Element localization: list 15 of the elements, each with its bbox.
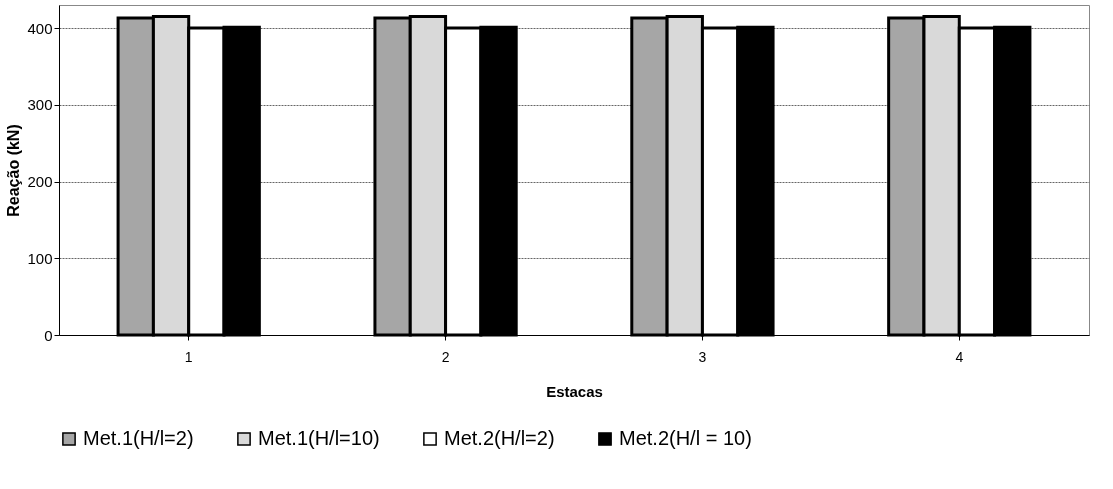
- y-tick-label: 200: [27, 173, 53, 191]
- legend-label: Met.2(H/l=2): [444, 427, 555, 449]
- legend-label: Met.1(H/l=10): [258, 427, 380, 449]
- x-tick-label: 3: [698, 348, 707, 365]
- x-tick-label: 2: [441, 348, 450, 365]
- y-tick-label: 0: [44, 326, 53, 344]
- x-axis-title: Estacas: [546, 382, 603, 400]
- y-axis-title: Reação (kN): [5, 124, 23, 217]
- y-tick-label: 400: [27, 19, 53, 37]
- legend-label: Met.2(H/l = 10): [619, 427, 752, 449]
- x-tick-label: 1: [184, 348, 193, 365]
- legend-label: Met.1(H/l=2): [83, 427, 194, 449]
- y-tick-label: 300: [27, 96, 53, 114]
- y-tick-label: 100: [27, 249, 53, 267]
- x-tick-label: 4: [955, 348, 964, 365]
